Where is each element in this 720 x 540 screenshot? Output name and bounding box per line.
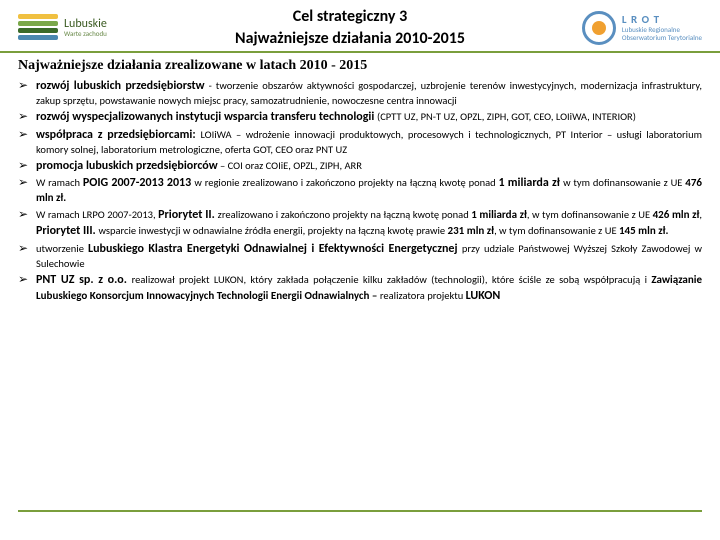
- footer-rule: [18, 510, 702, 512]
- logo-lrot: L R O T Lubuskie Regionalne Obserwatoriu…: [532, 11, 702, 45]
- lrot-line3: Obserwatorium Terytorialne: [622, 34, 702, 42]
- chevron-icon: ➢: [18, 158, 36, 174]
- list-item: ➢ rozwój lubuskich przedsiębiorstw - two…: [18, 78, 702, 108]
- item-text: utworzenie Lubuskiego Klastra Energetyki…: [36, 241, 702, 271]
- item-text: współpraca z przedsiębiorcami: LOIiWA – …: [36, 127, 702, 157]
- lrot-circle-icon: [582, 11, 616, 45]
- item-text: rozwój wyspecjalizowanych instytucji wsp…: [36, 109, 702, 125]
- item-text: W ramach LRPO 2007-2013, Priorytet II. z…: [36, 207, 702, 239]
- section-title: Najważniejsze działania zrealizowane w l…: [0, 53, 720, 78]
- logo-right-text: L R O T Lubuskie Regionalne Obserwatoriu…: [622, 14, 702, 41]
- list-item: ➢ promocja lubuskich przedsiębiorców – C…: [18, 158, 702, 174]
- chevron-icon: ➢: [18, 175, 36, 206]
- item-text: PNT UZ sp. z o.o. realizował projekt LUK…: [36, 272, 702, 304]
- header: Lubuskie Warte zachodu Cel strategiczny …: [0, 0, 720, 53]
- title-line-2: Najważniejsze działania 2010-2015: [168, 28, 532, 50]
- content-list: ➢ rozwój lubuskich przedsiębiorstw - two…: [0, 78, 720, 304]
- chevron-icon: ➢: [18, 127, 36, 157]
- lubuskie-stripes-icon: [18, 14, 58, 42]
- logo-left-line2: Warte zachodu: [64, 30, 107, 37]
- list-item: ➢ współpraca z przedsiębiorcami: LOIiWA …: [18, 127, 702, 157]
- list-item: ➢ W ramach LRPO 2007-2013, Priorytet II.…: [18, 207, 702, 239]
- chevron-icon: ➢: [18, 109, 36, 125]
- chevron-icon: ➢: [18, 207, 36, 239]
- list-item: ➢ W ramach POIG 2007-2013 2013 w regioni…: [18, 175, 702, 206]
- chevron-icon: ➢: [18, 272, 36, 304]
- logo-lubuskie: Lubuskie Warte zachodu: [18, 14, 168, 42]
- chevron-icon: ➢: [18, 241, 36, 271]
- list-item: ➢ PNT UZ sp. z o.o. realizował projekt L…: [18, 272, 702, 304]
- slide-title: Cel strategiczny 3 Najważniejsze działan…: [168, 6, 532, 49]
- item-text: promocja lubuskich przedsiębiorców – COI…: [36, 158, 702, 174]
- item-text: W ramach POIG 2007-2013 2013 w regionie …: [36, 175, 702, 206]
- chevron-icon: ➢: [18, 78, 36, 108]
- item-text: rozwój lubuskich przedsiębiorstw - tworz…: [36, 78, 702, 108]
- logo-left-text: Lubuskie Warte zachodu: [64, 18, 107, 37]
- list-item: ➢ rozwój wyspecjalizowanych instytucji w…: [18, 109, 702, 125]
- list-item: ➢ utworzenie Lubuskiego Klastra Energety…: [18, 241, 702, 271]
- title-line-1: Cel strategiczny 3: [168, 6, 532, 28]
